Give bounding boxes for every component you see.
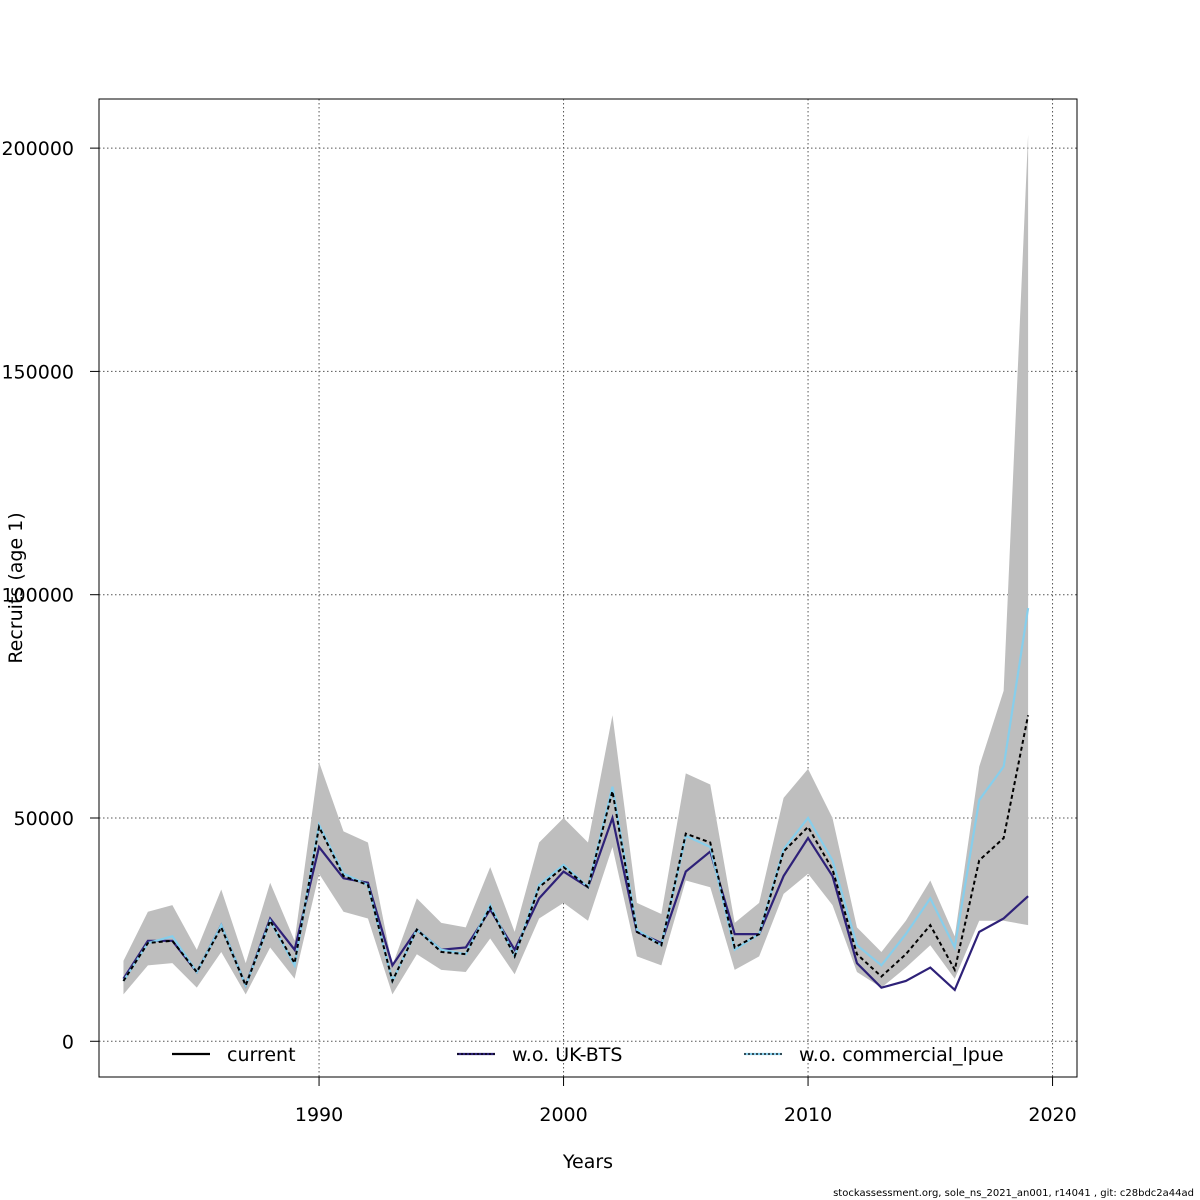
y-tick-label: 150000 <box>1 361 74 383</box>
x-tick-label: 2020 <box>1028 1104 1076 1126</box>
series-lines <box>122 607 1030 992</box>
confidence-band <box>123 134 1029 995</box>
x-tick-label: 2000 <box>539 1104 587 1126</box>
x-axis-title: Years <box>562 1151 613 1173</box>
x-axis-ticks: 1990 2000 2010 2020 <box>295 1077 1077 1126</box>
y-tick-label: 100000 <box>1 585 74 607</box>
y-tick-label: 50000 <box>14 808 74 830</box>
legend-label: w.o. commercial_lpue <box>799 1044 1004 1066</box>
y-tick-label: 0 <box>62 1031 74 1053</box>
plot-frame <box>98 98 1078 1078</box>
grid-lines <box>99 99 1077 1077</box>
legend: current w.o. UK-BTS w.o. commercial_lpue <box>172 1044 1004 1066</box>
footer-credit: stockassessment.org, sole_ns_2021_an001,… <box>833 1188 1194 1199</box>
legend-label: w.o. UK-BTS <box>512 1044 622 1066</box>
y-tick-label: 200000 <box>1 138 74 160</box>
confidence-band-area <box>123 134 1029 995</box>
y-axis-title: Recruits (age 1) <box>5 512 27 663</box>
legend-label: current <box>227 1044 296 1066</box>
x-tick-label: 2010 <box>784 1104 832 1126</box>
x-tick-label: 1990 <box>295 1104 343 1126</box>
series-line-current <box>122 715 1030 989</box>
series-line-wo-uk-bts <box>122 813 1029 992</box>
y-axis-ticks: 0 50000 100000 150000 200000 <box>1 138 99 1053</box>
